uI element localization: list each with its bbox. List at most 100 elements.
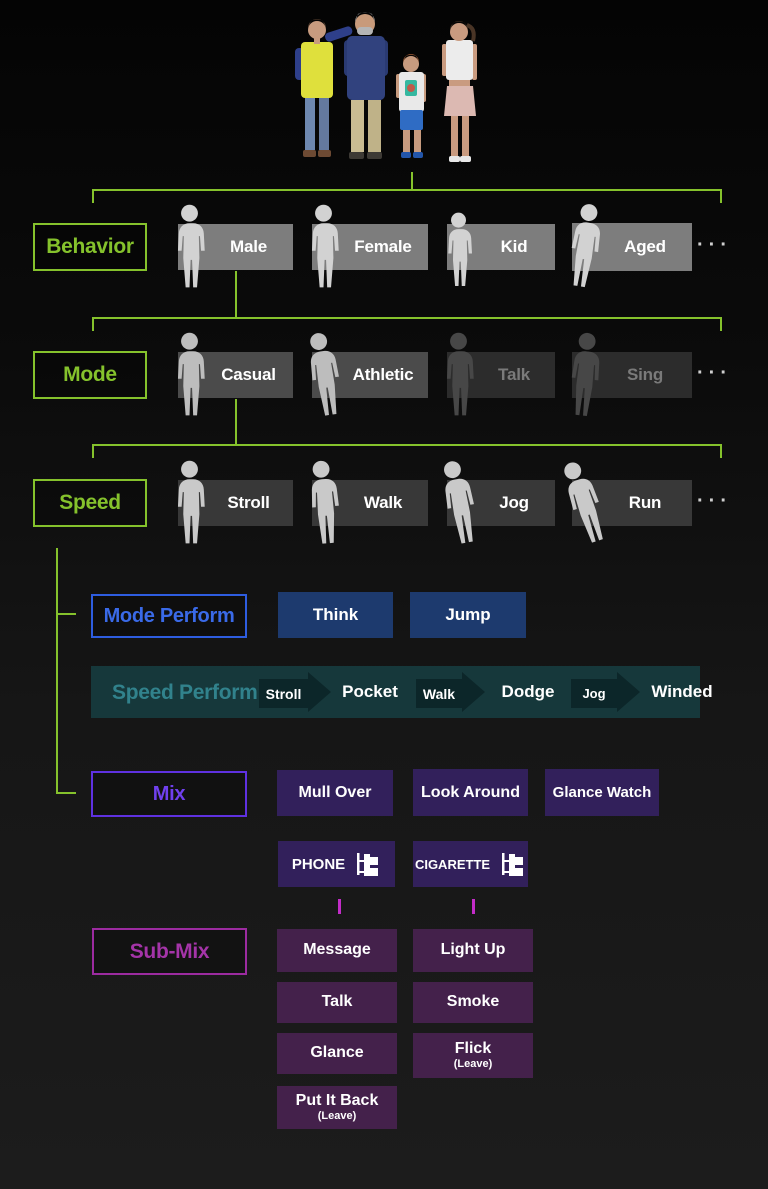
option-look-around-label: Look Around [421, 783, 520, 801]
option-think[interactable]: Think [278, 592, 393, 638]
connector-bracket-speed-right-drop [720, 444, 722, 458]
option-run[interactable]: Run [572, 480, 692, 526]
option-sing-label: Sing [626, 365, 664, 384]
option-athletic[interactable]: Athletic [312, 352, 428, 398]
submix-message-label: Message [303, 941, 371, 959]
behavior-row-label-text: Behavior [46, 235, 134, 258]
mode-perform-label-text: Mode Perform [103, 604, 235, 627]
connector-family-stem [411, 172, 413, 190]
sub-mix-label-text: Sub-Mix [129, 939, 210, 963]
submix-talk[interactable]: Talk [277, 982, 397, 1023]
option-male-label: Male [230, 237, 267, 256]
submix-smoke[interactable]: Smoke [413, 982, 533, 1023]
family-photo-image [295, 12, 477, 162]
option-mull-over[interactable]: Mull Over [277, 770, 393, 816]
kid-figure-icon [440, 212, 477, 290]
behavior-more-button[interactable]: ··· [697, 234, 732, 256]
option-talk[interactable]: Talk [447, 352, 555, 398]
transition-from-jog: Jog [582, 686, 606, 701]
transition-to-dodge: Dodge [501, 682, 555, 701]
submix-glance[interactable]: Glance [277, 1033, 397, 1074]
option-glance-watch-label: Glance Watch [552, 784, 652, 801]
speed-perform-label: Speed Perform [112, 681, 258, 704]
submix-light-up-label: Light Up [440, 941, 506, 959]
behavior-row-label: Behavior [33, 223, 147, 271]
option-walk[interactable]: Walk [312, 480, 428, 526]
family-boy [396, 54, 426, 158]
submix-flick-label: Flick [454, 1039, 492, 1057]
speed-perform-arrows [259, 672, 640, 712]
option-walk-label: Walk [363, 493, 403, 512]
option-casual-label: Casual [221, 365, 276, 384]
option-look-around[interactable]: Look Around [413, 769, 528, 816]
connector-bracket-behavior-right-drop [720, 189, 722, 203]
speed-row-label: Speed [33, 479, 147, 527]
submix-light-up[interactable]: Light Up [413, 929, 533, 972]
mix-label: Mix [91, 771, 247, 817]
option-kid[interactable]: Kid [447, 224, 555, 270]
option-athletic-label: Athletic [352, 365, 414, 384]
option-jump-label: Jump [445, 605, 491, 624]
mode-more-button[interactable]: ··· [697, 362, 732, 384]
connector-bracket-behavior [92, 189, 722, 191]
tree-icon [357, 853, 379, 876]
transition-to-winded: Winded [651, 682, 713, 701]
option-jump[interactable]: Jump [410, 592, 526, 638]
submix-message[interactable]: Message [277, 929, 397, 972]
option-female-label: Female [354, 237, 412, 256]
option-glance-watch[interactable]: Glance Watch [545, 769, 659, 816]
transition-from-walk: Walk [422, 685, 456, 702]
option-sing[interactable]: Sing [572, 352, 692, 398]
family-woman [442, 21, 477, 162]
connector-tick-mix [56, 792, 76, 794]
sing-figure-icon [561, 330, 607, 421]
sub-mix-label: Sub-Mix [92, 928, 247, 975]
mode-row-label-text: Mode [63, 363, 117, 386]
connector-bracket-mode-left-drop [92, 317, 94, 331]
connector-bracket-speed-left-drop [92, 444, 94, 458]
option-talk-label: Talk [498, 365, 530, 384]
object-phone-label: PHONE [291, 855, 346, 873]
submix-smoke-label: Smoke [446, 993, 500, 1011]
option-stroll-label: Stroll [227, 493, 270, 512]
object-cigarette-label: CIGARETTE [414, 856, 491, 872]
object-cigarette[interactable]: CIGARETTE [413, 841, 528, 887]
speed-more-button[interactable]: ··· [697, 490, 732, 512]
family-man-hivis [295, 19, 353, 157]
option-female[interactable]: Female [312, 224, 428, 270]
submix-flick[interactable]: Flick (Leave) [413, 1033, 533, 1078]
connector-bracket-mode [92, 317, 722, 319]
option-mull-over-label: Mull Over [298, 784, 372, 801]
family-older-man [344, 12, 388, 159]
arrow-shape-stroll [259, 672, 331, 712]
transition-to-pocket: Pocket [342, 682, 398, 701]
option-jog[interactable]: Jog [447, 480, 555, 526]
option-casual[interactable]: Casual [178, 352, 293, 398]
connector-male-stem [235, 271, 237, 317]
option-stroll[interactable]: Stroll [178, 480, 293, 526]
transition-from-stroll: Stroll [265, 685, 302, 702]
connector-bracket-mode-right-drop [720, 317, 722, 331]
connector-cigarette-drop [472, 899, 475, 914]
connector-casual-stem [235, 399, 237, 444]
submix-talk-label: Talk [321, 993, 353, 1011]
connector-left-rail [56, 548, 58, 794]
connector-bracket-speed [92, 444, 722, 446]
submix-glance-label: Glance [310, 1044, 364, 1062]
submix-put-it-back[interactable]: Put It Back (Leave) [277, 1086, 397, 1129]
mix-label-text: Mix [152, 782, 186, 805]
option-male[interactable]: Male [178, 224, 293, 270]
male-figure-icon [171, 204, 208, 292]
mode-perform-label: Mode Perform [91, 594, 247, 638]
option-jog-label: Jog [499, 493, 529, 512]
option-aged[interactable]: Aged [572, 223, 692, 271]
arrow-shape-walk [416, 672, 485, 712]
submix-put-it-back-note: (Leave) [317, 1110, 357, 1123]
arrow-shape-jog [571, 672, 640, 712]
option-kid-label: Kid [500, 237, 528, 256]
connector-tick-mode-perform [56, 613, 76, 615]
object-phone[interactable]: PHONE [278, 841, 395, 887]
speed-row-label-text: Speed [59, 491, 121, 514]
mode-row-label: Mode [33, 351, 147, 399]
